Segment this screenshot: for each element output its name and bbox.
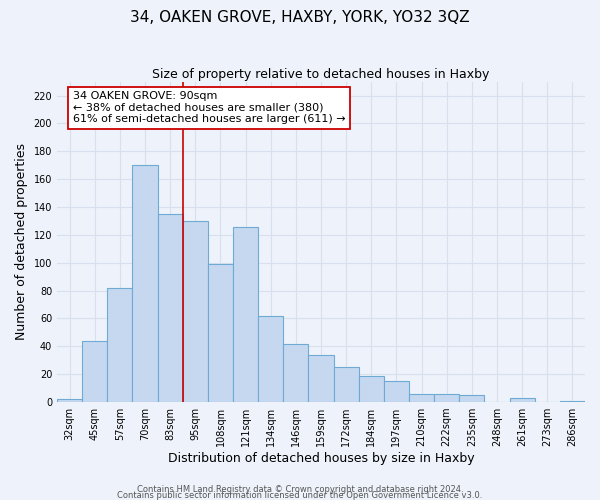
Y-axis label: Number of detached properties: Number of detached properties: [15, 144, 28, 340]
Bar: [107, 288, 133, 402]
Bar: [560, 400, 585, 402]
Bar: [409, 394, 434, 402]
X-axis label: Distribution of detached houses by size in Haxby: Distribution of detached houses by size …: [168, 452, 475, 465]
Text: 34, OAKEN GROVE, HAXBY, YORK, YO32 3QZ: 34, OAKEN GROVE, HAXBY, YORK, YO32 3QZ: [130, 10, 470, 25]
Bar: [384, 381, 409, 402]
Bar: [233, 226, 258, 402]
Bar: [133, 166, 158, 402]
Bar: [57, 400, 82, 402]
Bar: [459, 395, 484, 402]
Bar: [308, 354, 334, 402]
Text: 34 OAKEN GROVE: 90sqm
← 38% of detached houses are smaller (380)
61% of semi-det: 34 OAKEN GROVE: 90sqm ← 38% of detached …: [73, 92, 346, 124]
Bar: [334, 368, 359, 402]
Bar: [434, 394, 459, 402]
Bar: [183, 221, 208, 402]
Bar: [82, 341, 107, 402]
Bar: [208, 264, 233, 402]
Text: Contains HM Land Registry data © Crown copyright and database right 2024.: Contains HM Land Registry data © Crown c…: [137, 485, 463, 494]
Bar: [359, 376, 384, 402]
Bar: [158, 214, 183, 402]
Bar: [509, 398, 535, 402]
Text: Contains public sector information licensed under the Open Government Licence v3: Contains public sector information licen…: [118, 491, 482, 500]
Title: Size of property relative to detached houses in Haxby: Size of property relative to detached ho…: [152, 68, 490, 80]
Bar: [258, 316, 283, 402]
Bar: [283, 344, 308, 402]
